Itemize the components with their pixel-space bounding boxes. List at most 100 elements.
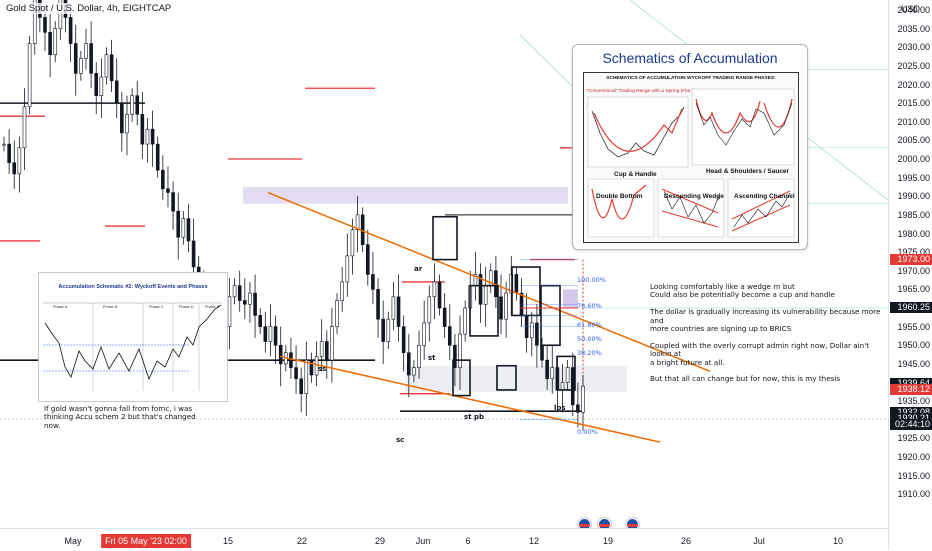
candle xyxy=(155,143,160,171)
candle xyxy=(181,218,186,238)
candle xyxy=(84,43,88,59)
candle xyxy=(237,285,242,301)
price-tick-label: 1995.00 xyxy=(897,172,930,183)
price-tick-label: 2005.00 xyxy=(897,135,930,146)
candle xyxy=(386,318,391,342)
thesis-note-line: But that all can change but for now, thi… xyxy=(650,374,841,384)
wyckoff-phase-d: Phase D xyxy=(179,305,194,309)
candle xyxy=(304,359,309,394)
us-event-flag-icon[interactable] xyxy=(626,518,639,528)
candle xyxy=(94,73,99,96)
price-badge: 1932.08 xyxy=(890,406,932,418)
candle xyxy=(550,367,555,380)
thesis-note: Looking comfortably like a wedge rn but C… xyxy=(650,282,888,384)
price-tick-label: 2030.00 xyxy=(897,42,930,53)
candle xyxy=(499,296,503,320)
price-tick-label: 1920.00 xyxy=(897,452,930,462)
fomc-note: If gold wasn't gonna fall from fomc, i w… xyxy=(44,404,196,430)
time-tick-label: Jun xyxy=(415,536,431,546)
candle xyxy=(7,143,11,164)
us-event-flag-icon[interactable] xyxy=(598,518,611,528)
candle xyxy=(325,341,329,361)
candle xyxy=(576,404,580,413)
schematic-panel: SCHEMATICS OF ACCUMULATION WYCKOFF TRADI… xyxy=(583,72,799,243)
candle xyxy=(458,333,462,368)
price-tick-label: 1925.00 xyxy=(897,433,930,444)
candle xyxy=(330,326,334,361)
candle xyxy=(43,17,47,33)
price-badge: 1960.25 xyxy=(890,301,932,313)
fomc-note-line: now. xyxy=(44,420,61,430)
time-tick-label: 15 xyxy=(222,536,234,546)
candle xyxy=(2,143,6,146)
wyckoff-phase-b: Phase B xyxy=(103,305,118,309)
thesis-note-line: Looking comfortably like a wedge rn but xyxy=(650,282,795,291)
candle xyxy=(171,192,175,212)
candle xyxy=(130,95,134,115)
candle xyxy=(299,378,303,394)
thesis-note-line: more countries are signing up to BRICS xyxy=(650,324,792,334)
symbol-title: Gold Spot / U.S. Dollar, 4h, EIGHTCAP xyxy=(6,3,172,14)
pattern-box xyxy=(496,364,517,391)
thesis-note-line: The dollar is gradually increasing its v… xyxy=(650,307,881,325)
candle xyxy=(350,229,355,257)
wyckoff-title: Accumulation Schematic #2: Wyckoff Event… xyxy=(58,284,208,290)
label-ss: ss xyxy=(318,365,327,373)
candle xyxy=(371,274,375,290)
candle xyxy=(68,17,73,44)
candle xyxy=(294,367,298,380)
candle xyxy=(335,300,339,327)
candle xyxy=(345,255,350,283)
price-tick-label: 1965.00 xyxy=(897,284,930,295)
price-tick-label: 1910.00 xyxy=(897,489,930,500)
candle xyxy=(422,322,426,346)
candle xyxy=(381,318,385,342)
fomc-note-line: If gold wasn't gonna fall from fomc, i w… xyxy=(44,404,193,413)
fib-label-0: 0.00% xyxy=(577,428,598,436)
fomc-note-line: thinking Accu schem 2 but that's changed xyxy=(44,412,196,422)
price-badge: 1938.12 xyxy=(890,384,932,395)
candle xyxy=(166,188,170,193)
candle xyxy=(417,344,421,368)
candle xyxy=(145,128,150,145)
candle xyxy=(406,352,411,376)
candle xyxy=(309,359,314,376)
time-tick-label: May xyxy=(64,536,82,546)
price-tick-label: 1955.00 xyxy=(897,321,930,332)
candle xyxy=(135,95,140,115)
wyckoff-phase-e: Phase E xyxy=(205,305,220,309)
chart-area[interactable]: Gold Spot / U.S. Dollar, 4h, EIGHTCAP Ac… xyxy=(0,0,888,528)
thesis-note-line: a bright future at all. xyxy=(650,357,725,367)
time-tick-label: 19 xyxy=(602,536,614,546)
candle xyxy=(27,43,32,108)
candle xyxy=(535,322,539,346)
pattern-cup-handle: Cup & Handle xyxy=(614,171,657,178)
candle xyxy=(340,281,344,301)
candle xyxy=(32,0,37,44)
time-tick-label: 29 xyxy=(374,536,386,546)
price-tick-label: 1935.00 xyxy=(897,396,930,407)
candle xyxy=(412,367,416,376)
time-tick-label: 22 xyxy=(296,536,308,546)
candle xyxy=(514,274,519,294)
pattern-ascending-channel: Ascending Channel xyxy=(734,193,795,200)
candle xyxy=(504,292,508,320)
wyckoff-phase-a: Phase A xyxy=(53,305,68,309)
price-tick-label: 2000.00 xyxy=(897,154,930,164)
price-tick-label: 2035.00 xyxy=(897,23,930,34)
price-tick-label: 1975.00 xyxy=(897,247,930,258)
price-badge: 1973.00 xyxy=(890,254,932,266)
price-axis[interactable]: USD 2040.00 2035.00 2030.00 2025.00 2020.00 2… xyxy=(888,0,932,550)
candle xyxy=(53,28,58,56)
candle xyxy=(104,54,109,78)
time-axis[interactable]: Fri 05 May '23 02:00 May 15 22 29 Jun 6 12 19 26… xyxy=(0,528,888,551)
candle xyxy=(191,240,196,268)
schematic-title: Schematics of Accumulation xyxy=(602,50,778,66)
candle xyxy=(396,296,401,327)
us-event-flag-icon[interactable] xyxy=(578,518,591,528)
candle xyxy=(48,32,52,55)
price-tick-label: 1985.00 xyxy=(897,209,930,220)
currency-label: USD xyxy=(901,4,921,14)
candle xyxy=(273,326,278,346)
candle xyxy=(150,128,155,145)
